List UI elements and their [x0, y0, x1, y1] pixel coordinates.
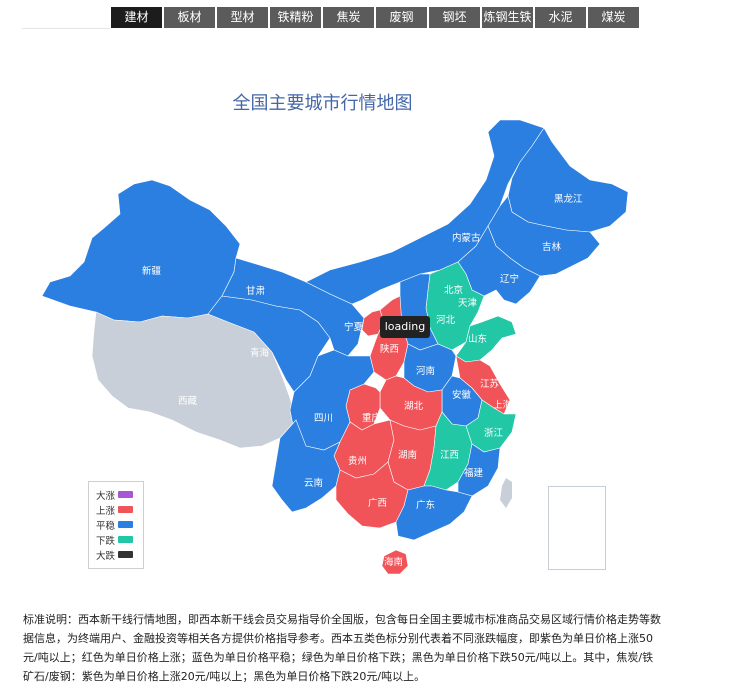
legend-label: 上涨 — [96, 505, 116, 517]
tab-5[interactable]: 废钢 — [376, 7, 427, 28]
tab-divider — [22, 28, 110, 29]
legend-label: 大涨 — [96, 490, 116, 502]
label-qinghai: 青海 — [250, 347, 270, 359]
label-hainan: 海南 — [384, 556, 403, 568]
label-heilongjiang: 黑龙江 — [554, 193, 583, 205]
tab-9[interactable]: 煤炭 — [588, 7, 639, 28]
tab-2[interactable]: 型材 — [217, 7, 268, 28]
province-hainan[interactable] — [381, 549, 409, 575]
label-zhejiang: 浙江 — [484, 427, 504, 439]
label-shanghai: 上海 — [493, 399, 513, 411]
label-shandong: 山东 — [468, 333, 487, 345]
label-chongqing: 重庆 — [362, 412, 382, 424]
tab-8[interactable]: 水泥 — [535, 7, 586, 28]
label-yunnan: 云南 — [304, 477, 323, 489]
label-guizhou: 贵州 — [348, 455, 367, 467]
legend-swatch — [118, 536, 133, 543]
label-jilin: 吉林 — [542, 241, 562, 253]
legend-swatch — [118, 491, 133, 498]
legend-swatch — [118, 506, 133, 513]
label-ningxia: 宁夏 — [344, 321, 364, 333]
legend-item[interactable]: 上涨 — [89, 502, 143, 517]
legend-swatch — [118, 551, 133, 558]
label-hubei: 湖北 — [404, 401, 424, 412]
label-hebei: 河北 — [436, 314, 456, 326]
legend-item[interactable]: 平稳 — [89, 517, 143, 532]
label-xinjiang: 新疆 — [142, 265, 162, 277]
label-liaoning: 辽宁 — [500, 273, 519, 285]
tab-7[interactable]: 炼钢生铁 — [482, 7, 533, 28]
label-guangdong: 广东 — [416, 499, 435, 511]
label-sichuan: 四川 — [314, 413, 333, 424]
map-legend: 大涨 上涨 平稳 下跌 大跌 — [88, 481, 144, 569]
legend-item[interactable]: 下跌 — [89, 532, 143, 547]
legend-label: 下跌 — [96, 535, 116, 547]
label-hunan: 湖南 — [398, 449, 417, 461]
map-title: 全国主要城市行情地图 — [232, 93, 413, 114]
label-neimenggu: 内蒙古 — [452, 232, 481, 244]
legend-label: 平稳 — [96, 520, 116, 532]
label-shaanxi: 陕西 — [380, 343, 399, 355]
description-note: 标准说明：西本新干线行情地图，即西本新干线会员交易指导价全国版，包含每日全国主要… — [23, 613, 661, 683]
legend-item[interactable]: 大涨 — [89, 487, 143, 502]
province-guangdong[interactable] — [395, 485, 473, 541]
tab-4[interactable]: 焦炭 — [323, 7, 374, 28]
label-xizang: 西藏 — [178, 395, 198, 407]
legend-swatch — [118, 521, 133, 528]
tab-0[interactable]: 建材 — [111, 7, 162, 28]
tab-6[interactable]: 钢坯 — [429, 7, 480, 28]
province-gansu[interactable] — [221, 257, 365, 357]
label-jiangsu: 江苏 — [480, 378, 500, 390]
label-gansu: 甘肃 — [246, 285, 265, 297]
label-anhui: 安徽 — [452, 389, 472, 401]
legend-label: 大跌 — [96, 550, 116, 562]
label-fujian: 福建 — [464, 467, 484, 479]
category-tabs: 建材 板材 型材 铁精粉 焦炭 废钢 钢坯 炼钢生铁 水泥 煤炭 — [111, 7, 639, 28]
label-beijing: 北京 — [444, 284, 463, 296]
province-fujian[interactable] — [457, 443, 501, 497]
label-henan: 河南 — [416, 365, 435, 377]
legend-item[interactable]: 大跌 — [89, 547, 143, 562]
tab-1[interactable]: 板材 — [164, 7, 215, 28]
label-jiangxi: 江西 — [440, 450, 459, 461]
tab-3[interactable]: 铁精粉 — [270, 7, 321, 28]
map-tooltip: loading — [380, 316, 430, 338]
province-taiwan — [500, 478, 512, 508]
province-xinjiang[interactable] — [41, 179, 241, 323]
label-guangxi: 广西 — [368, 497, 387, 509]
label-tianjin: 天津 — [458, 298, 478, 309]
south-china-sea-inset — [548, 486, 606, 570]
